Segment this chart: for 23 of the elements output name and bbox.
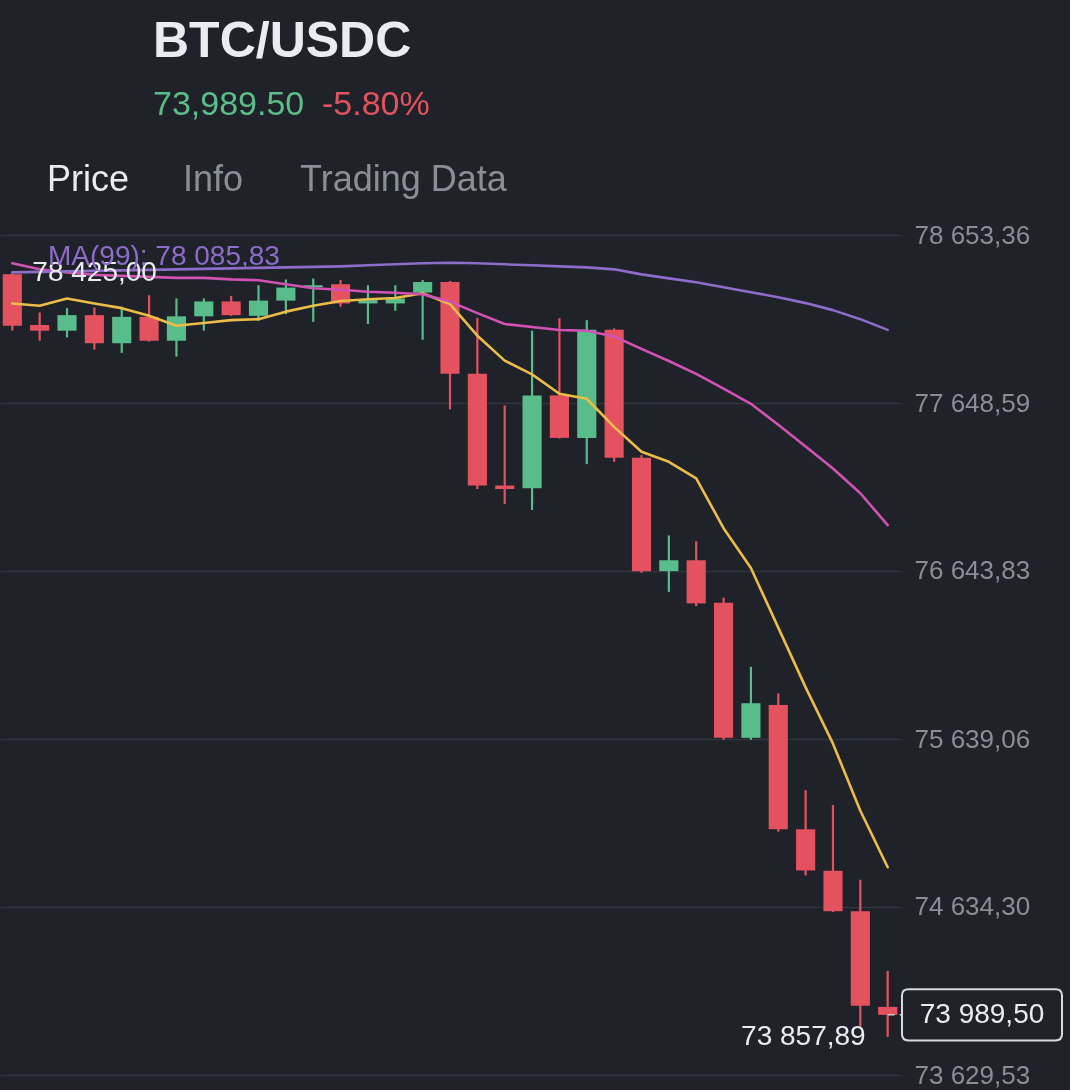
text: -5.80% [322,84,430,122]
ref-line-label: 73 989,50 [919,997,1045,1029]
y-tick-label: 73 629,53 [914,1059,1031,1090]
text: Info [183,158,244,199]
candlestick [139,294,159,343]
y-tick-label: 76 643,83 [914,555,1031,586]
chart-title: BTC/USDC [153,12,412,68]
candlestick [57,307,77,339]
candlestick [276,278,296,316]
candlestick [221,294,241,317]
candlestick [659,534,679,593]
candlestick [413,278,433,341]
text: Trading Data [300,158,508,199]
candlestick [30,311,50,342]
y-tick-label: 74 634,30 [914,891,1031,922]
chart-subtitle: 73,989.50 [153,84,305,122]
annotation: 73 857,89 [741,1019,866,1051]
candlestick [194,297,214,332]
y-tick-label: 75 639,06 [914,723,1031,754]
y-tick-label: 78 653,36 [914,219,1031,250]
candlestick [248,284,269,322]
y-tick-label: 77 648,59 [914,387,1031,418]
text: Price [47,158,130,199]
